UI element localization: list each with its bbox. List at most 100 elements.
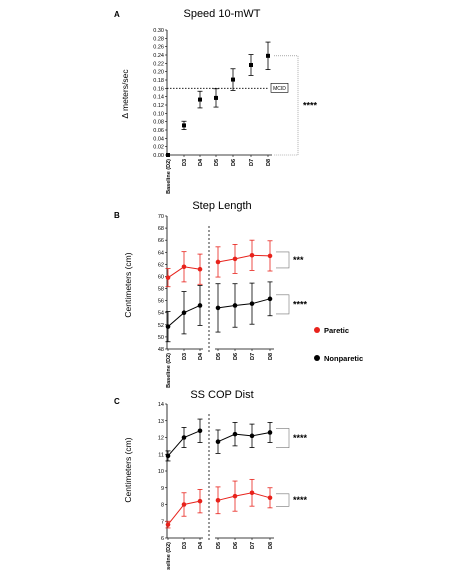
p2-ytick-label-8: 64 (158, 250, 164, 256)
p2-ytick-label-10: 68 (158, 226, 164, 232)
p2-ytick-label-1: 50 (158, 335, 164, 341)
panel-b-letter: B (114, 211, 120, 220)
p2-s1-point-0 (165, 324, 171, 329)
p2-s0-point-2 (197, 266, 203, 272)
panel-b-title: Step Length (192, 200, 251, 212)
p2-s1-sig-stars: **** (293, 299, 308, 309)
p3-ytick-label-0: 6 (161, 536, 164, 542)
p1-ytick-label-2: 0.04 (153, 136, 164, 142)
p3-xtick-label-2: D4 (198, 541, 204, 549)
p1-xtick-label-4: D6 (231, 159, 237, 166)
legend-paretic-marker (314, 327, 320, 333)
p3-xtick-label-4: D6 (233, 542, 239, 549)
p2-s1-point-2 (197, 303, 203, 308)
p1-s0-point-6 (266, 53, 270, 58)
p1-ytick-label-14: 0.28 (153, 36, 164, 42)
p1-ytick-label-13: 0.26 (153, 45, 164, 51)
p3-s0-sig-stars: **** (293, 433, 308, 443)
p3-ytick-label-1: 7 (161, 519, 164, 525)
panel-c-letter: C (114, 397, 120, 406)
p3-s0-point-3 (215, 439, 221, 444)
p2-xtick-label-4: D6 (233, 353, 239, 360)
p3-s1-point-6 (267, 495, 273, 501)
p1-ytick-label-0: 0.00 (153, 153, 164, 159)
p3-ytick-label-2: 8 (161, 503, 164, 509)
p2-ytick-label-3: 54 (158, 311, 164, 317)
p3-s1-point-2 (197, 498, 203, 504)
p1-ytick-label-9: 0.18 (153, 78, 164, 84)
p1-ytick-label-12: 0.24 (153, 53, 164, 59)
p2-s1-point-1 (181, 310, 187, 316)
p1-ytick-label-8: 0.16 (153, 86, 164, 92)
p2-xtick-label-2: D4 (198, 352, 204, 360)
p2-s0-point-1 (181, 264, 187, 270)
p3-ytick-label-5: 11 (158, 452, 164, 458)
p2-s0-sig-stars: *** (293, 255, 304, 265)
p3-s1-point-0 (165, 522, 171, 527)
p3-s1-line-1 (217, 492, 271, 501)
p1-ytick-label-1: 0.02 (153, 145, 164, 151)
p2-s1-point-6 (267, 296, 273, 302)
p3-s0-point-5 (249, 433, 255, 439)
p2-s1-point-4 (232, 303, 238, 308)
plots-layer: 0.00 0.02 0.04 0.06 0.08 0.10 0.12 0.14 0.16 0.18… (153, 28, 317, 570)
panel-b-ylabel: Centimeters (cm) (123, 252, 133, 317)
p3-s1-point-3 (215, 498, 221, 503)
p3-xtick-label-0: Baseline (D2) (166, 542, 172, 570)
p3-s0-point-2 (197, 428, 203, 434)
p1-xtick-label-3: D5 (214, 159, 220, 166)
p3-s0-sig-bracket (276, 428, 290, 448)
p1-ytick-label-6: 0.12 (153, 103, 164, 109)
p2-ytick-label-0: 48 (158, 347, 164, 353)
p2-ytick-label-4: 56 (158, 299, 164, 305)
p1-ytick-label-5: 0.10 (153, 111, 164, 117)
p3-xtick-label-5: D7 (250, 542, 256, 549)
p1-xtick-label-6: D8 (266, 159, 272, 166)
p1-ytick-label-15: 0.30 (153, 28, 164, 34)
p3-s1-point-1 (181, 502, 187, 507)
legend-nonparetic-marker (314, 355, 320, 361)
p1-xtick-label-5: D7 (249, 159, 255, 166)
p2-ytick-label-9: 66 (158, 238, 164, 244)
p3-s0-point-4 (232, 431, 238, 437)
legend-nonparetic-label: Nonparetic (324, 354, 363, 363)
p1-ytick-label-7: 0.14 (153, 95, 164, 101)
p2-xtick-label-5: D7 (250, 353, 256, 360)
p1-mcid-label: MCID (273, 86, 286, 92)
p3-s1-point-5 (249, 490, 255, 496)
p3-s1-sig-bracket (276, 493, 290, 507)
p1-xtick-label-0: Baseline (D2) (166, 159, 172, 194)
p1-ytick-label-10: 0.20 (153, 70, 164, 76)
p2-s0-line-1 (217, 254, 271, 263)
p1-sig-stars: **** (303, 100, 318, 110)
p1-s0-point-3 (214, 95, 218, 100)
p2-s1-point-5 (249, 301, 255, 306)
p2-xtick-label-0: Baseline (D2) (166, 353, 172, 388)
p3-s0-line-1 (217, 431, 271, 443)
p3-s0-point-6 (267, 430, 273, 435)
p2-xtick-label-3: D5 (216, 353, 222, 360)
p2-ytick-label-11: 70 (158, 214, 164, 220)
p2-s1-sig-bracket (276, 294, 290, 315)
p3-ytick-label-6: 12 (158, 436, 164, 442)
panel-c-title: SS COP Dist (190, 389, 253, 401)
p2-s0-point-6 (267, 253, 273, 259)
panel-a-letter: A (114, 10, 120, 19)
p3-xtick-label-1: D3 (182, 542, 188, 549)
p3-s0-point-0 (165, 453, 171, 459)
p2-xtick-label-1: D3 (182, 353, 188, 360)
p3-ytick-label-7: 13 (158, 419, 164, 425)
panel-a-ylabel: Δ meters/sec (120, 69, 130, 119)
p3-ytick-label-4: 10 (158, 469, 164, 475)
p3-s1-point-4 (232, 493, 238, 499)
p1-sig-bracket (274, 55, 299, 156)
p1-s0-point-4 (231, 77, 235, 82)
p2-xtick-label-6: D8 (268, 353, 274, 360)
p3-s1-sig-stars: **** (293, 495, 308, 505)
p2-s0-point-0 (165, 275, 171, 280)
p2-s0-sig-bracket (276, 251, 290, 269)
p1-ytick-label-3: 0.06 (153, 128, 164, 134)
p2-ytick-label-7: 62 (158, 262, 164, 268)
p1-s0-point-1 (182, 123, 186, 128)
